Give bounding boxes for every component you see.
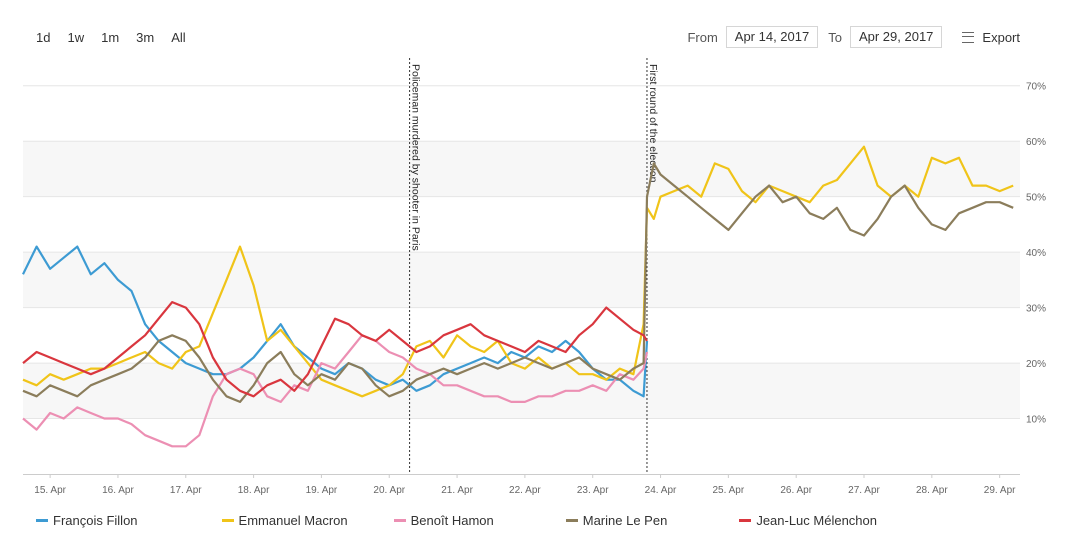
- to-date-input[interactable]: Apr 29, 2017: [849, 26, 943, 48]
- annotations: Policeman murdered by shooter in Paris Fi…: [409, 58, 659, 474]
- x-axis: 15. Apr 16. Apr 17. Apr 18. Apr 19. Apr 20. A…: [34, 474, 1016, 496]
- export-label: Export: [982, 29, 1020, 45]
- legend-swatch: [739, 519, 752, 522]
- range-1d-button[interactable]: 1d: [36, 29, 51, 45]
- to-label: To: [828, 29, 842, 45]
- legend-swatch: [393, 519, 406, 522]
- legend-label: Jean-Luc Mélenchon: [756, 513, 878, 528]
- legend-label: Benoît Hamon: [410, 513, 494, 528]
- range-all-button[interactable]: All: [171, 29, 186, 45]
- from-date-input[interactable]: Apr 14, 2017: [725, 26, 819, 48]
- y-tick-label: 30%: [1026, 304, 1046, 315]
- y-tick-label: 50%: [1026, 193, 1046, 204]
- x-tick-label: 22. Apr: [509, 485, 541, 496]
- x-tick-label: 20. Apr: [373, 485, 405, 496]
- y-tick-label: 40%: [1026, 248, 1046, 259]
- x-tick-label: 25. Apr: [713, 485, 745, 496]
- plot-bands: [23, 141, 1020, 419]
- x-tick-label: 19. Apr: [306, 485, 338, 496]
- gridlines: [23, 85, 1020, 475]
- y-tick-label: 70%: [1026, 82, 1046, 93]
- legend-item-melenchon[interactable]: Jean-Luc Mélenchon: [739, 513, 877, 528]
- legend-label: Marine Le Pen: [582, 513, 668, 528]
- x-tick-label: 29. Apr: [984, 485, 1016, 496]
- x-tick-label: 18. Apr: [238, 485, 270, 496]
- series-lines: [22, 145, 1014, 448]
- plot-band: [23, 141, 1020, 197]
- legend-label: François Fillon: [53, 513, 138, 528]
- range-1m-button[interactable]: 1m: [101, 29, 120, 45]
- series-line: [22, 334, 649, 448]
- legend-label: Emmanuel Macron: [238, 513, 348, 528]
- x-tick-label: 21. Apr: [441, 485, 473, 496]
- x-tick-label: 26. Apr: [780, 485, 812, 496]
- y-axis: 10% 20% 30% 40% 50% 60% 70%: [1026, 82, 1046, 426]
- export-button[interactable]: Export: [962, 30, 1020, 45]
- legend: François Fillon Emmanuel Macron Benoît H…: [36, 513, 877, 528]
- x-tick-label: 23. Apr: [577, 485, 609, 496]
- legend-item-le-pen[interactable]: Marine Le Pen: [565, 513, 668, 528]
- range-1w-button[interactable]: 1w: [67, 29, 85, 45]
- legend-swatch: [565, 519, 578, 522]
- plot-band: [23, 363, 1020, 419]
- legend-item-hamon[interactable]: Benoît Hamon: [393, 513, 494, 528]
- y-tick-label: 20%: [1026, 359, 1046, 370]
- legend-item-fillon[interactable]: François Fillon: [36, 513, 138, 528]
- line-chart: Policeman murdered by shooter in Paris Fi…: [22, 58, 1046, 496]
- y-tick-label: 60%: [1026, 137, 1046, 148]
- x-tick-label: 27. Apr: [848, 485, 880, 496]
- x-tick-label: 28. Apr: [916, 485, 948, 496]
- legend-swatch: [36, 519, 48, 522]
- x-tick-label: 15. Apr: [34, 485, 66, 496]
- x-tick-label: 24. Apr: [645, 485, 677, 496]
- legend-swatch: [221, 519, 234, 522]
- plot-band: [23, 252, 1020, 308]
- annotation-label: First round of the election: [647, 64, 659, 183]
- range-selector: 1d 1w 1m 3m All: [36, 26, 203, 48]
- y-tick-label: 10%: [1026, 415, 1046, 426]
- x-tick-label: 16. Apr: [102, 485, 134, 496]
- range-3m-button[interactable]: 3m: [136, 29, 155, 45]
- menu-icon: [962, 31, 975, 43]
- series-line: [22, 245, 649, 398]
- from-label: From: [687, 29, 718, 45]
- x-tick-label: 17. Apr: [170, 485, 202, 496]
- annotation-label: Policeman murdered by shooter in Paris: [410, 64, 422, 251]
- legend-item-macron[interactable]: Emmanuel Macron: [221, 513, 348, 528]
- series-line: [22, 301, 648, 398]
- series-line: [22, 162, 1014, 403]
- date-range: From Apr 14, 2017 To Apr 29, 2017 Export: [687, 26, 1020, 48]
